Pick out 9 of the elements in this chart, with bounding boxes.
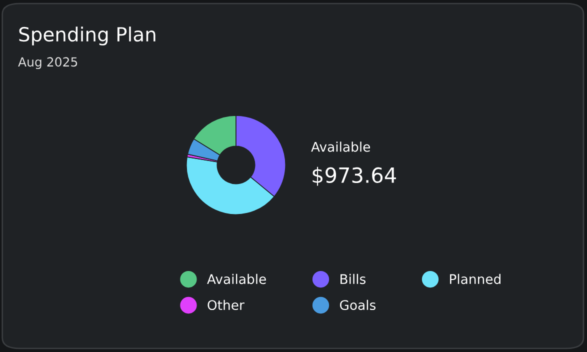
legend-label: Planned: [450, 274, 500, 284]
text: Aug 2025: [18, 57, 78, 70]
text: $973.64: [312, 166, 396, 186]
text: Available: [311, 142, 370, 152]
chart-title: Spending Plan: [19, 26, 156, 46]
legend-label: Available: [207, 274, 266, 284]
legend-label: Goals: [340, 300, 376, 310]
legend-label: Other: [208, 300, 244, 310]
legend-label: Bills: [340, 274, 366, 284]
